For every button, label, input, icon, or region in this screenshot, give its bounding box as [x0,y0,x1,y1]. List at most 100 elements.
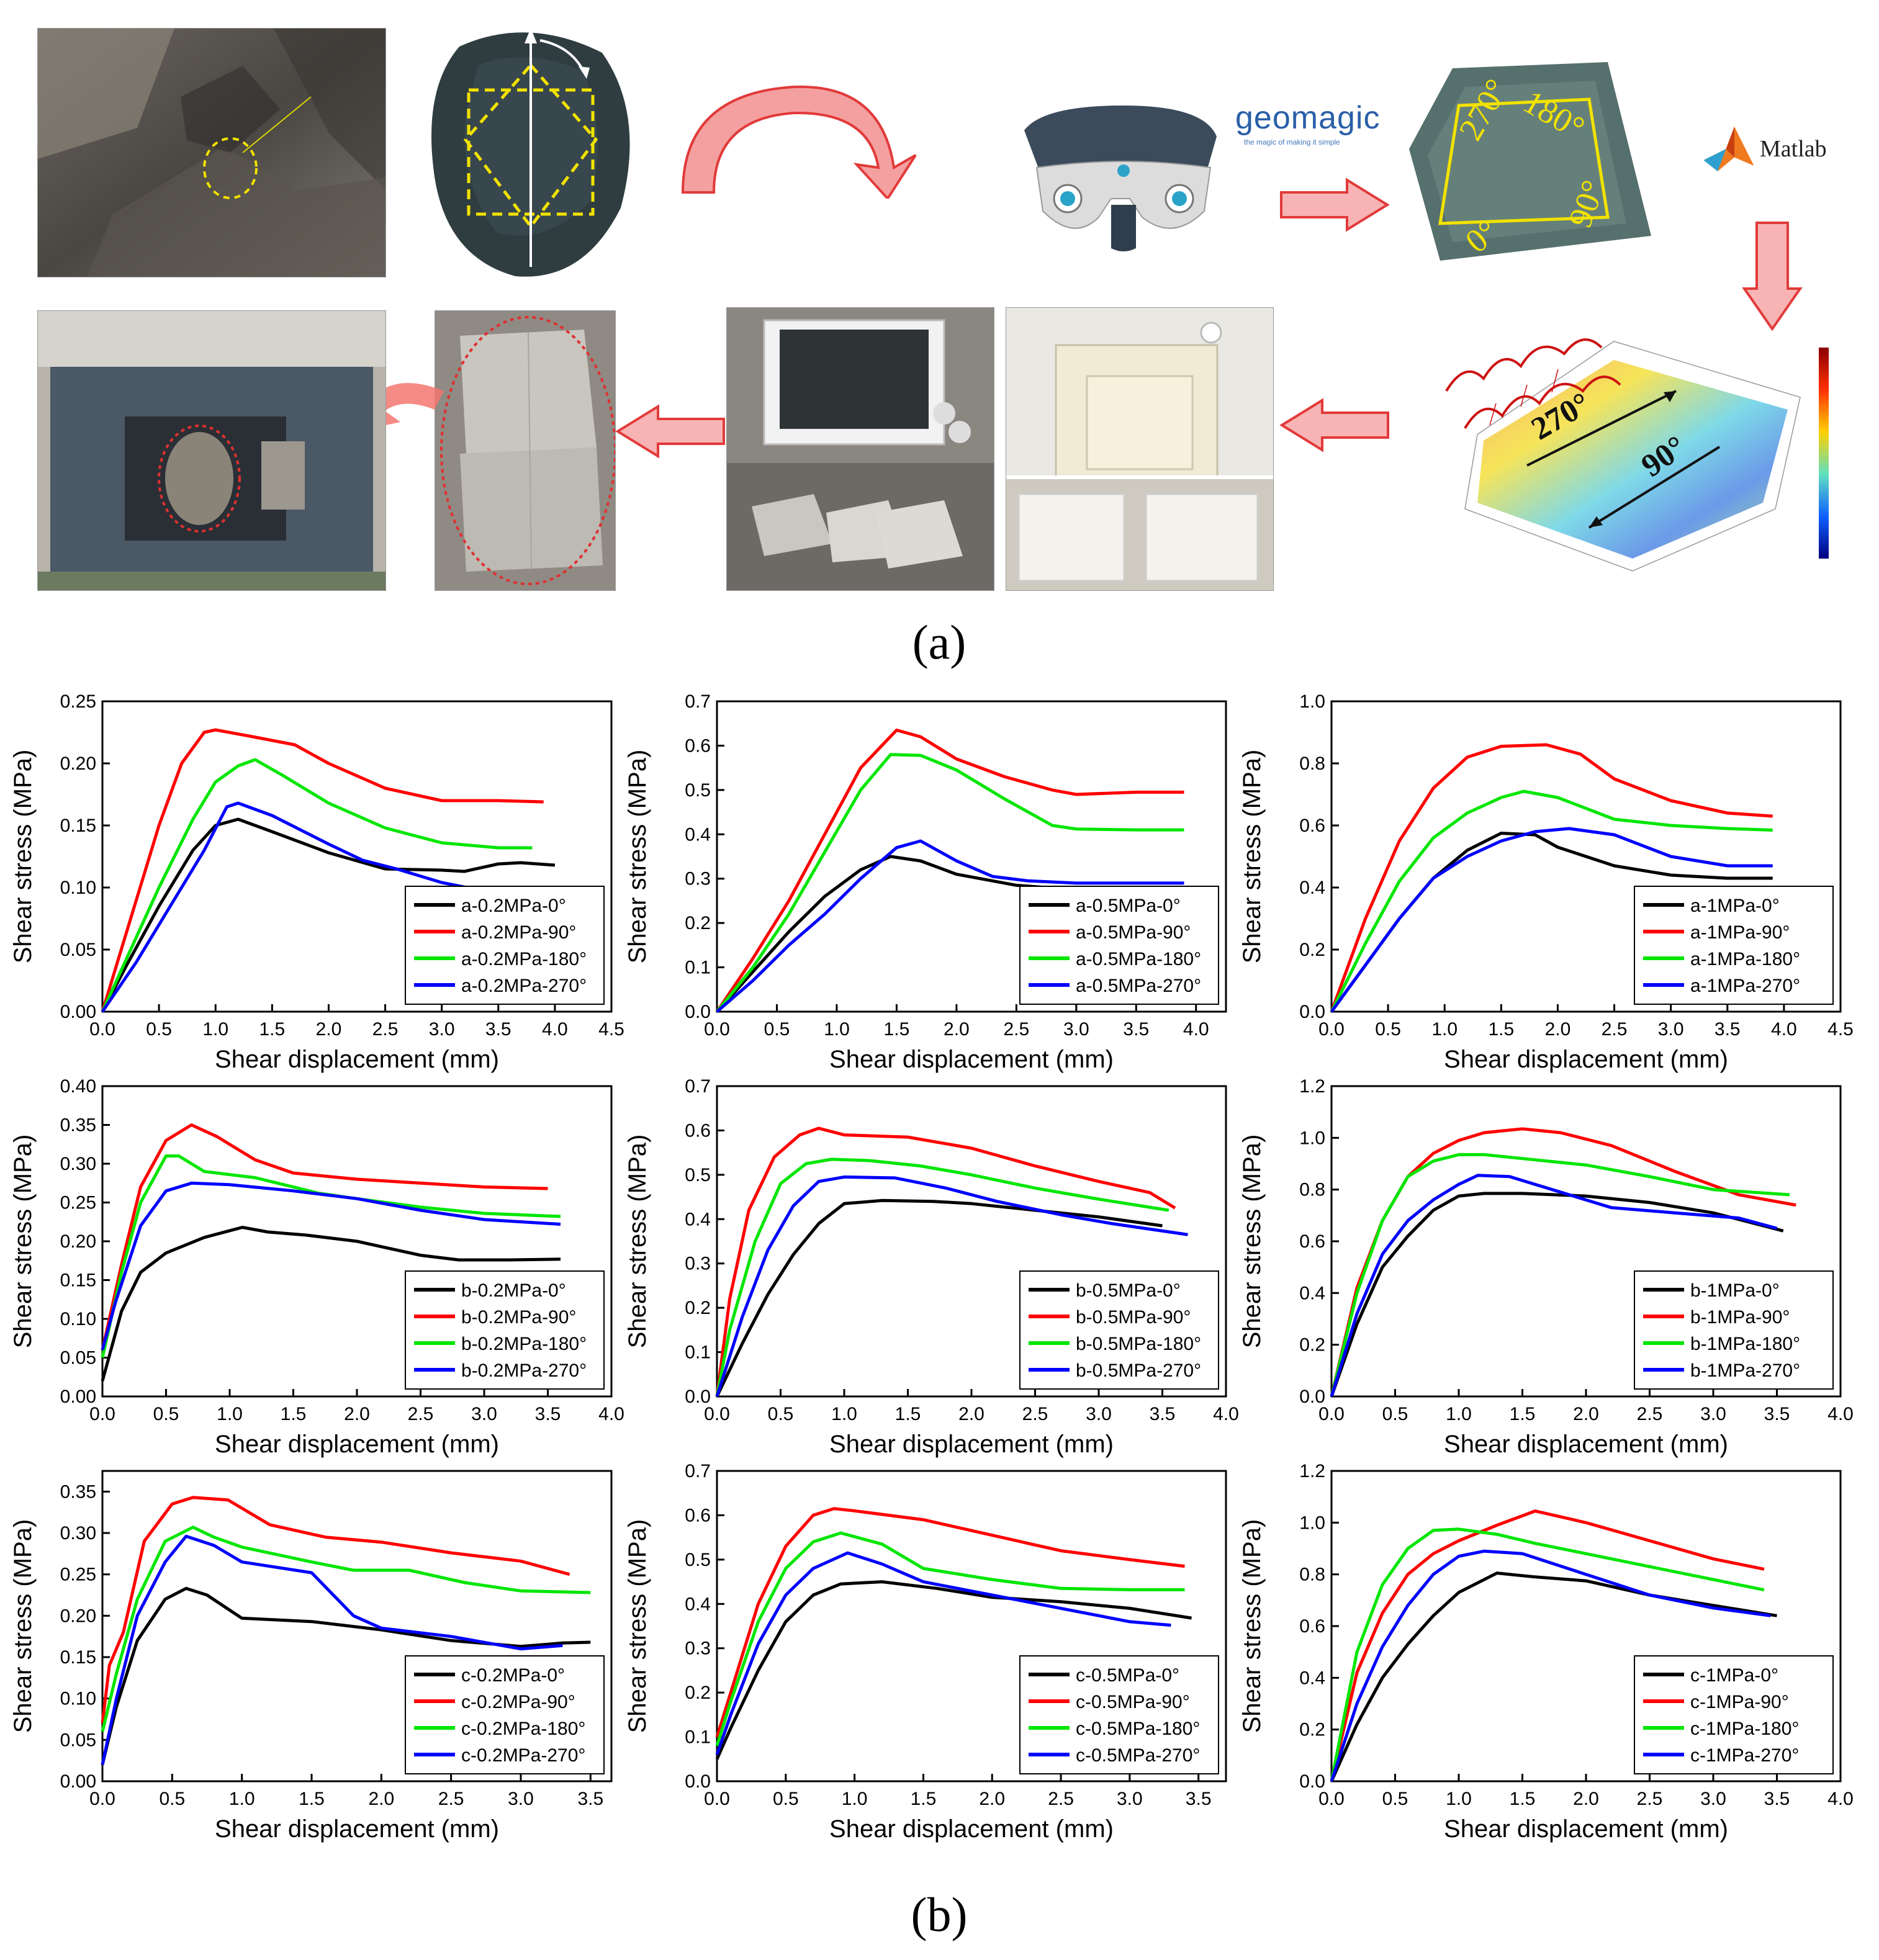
x-tick-label: 0.0 [704,1789,730,1809]
y-tick-label: 0.40 [60,1076,96,1097]
series-line-270deg [101,1181,561,1351]
x-tick-label: 0.5 [768,1404,794,1424]
y-axis-label: Shear stress (MPa) [624,750,651,964]
series-line-90deg [101,1123,548,1351]
x-tick-label: 1.5 [1510,1789,1536,1809]
x-tick-label: 3.5 [1186,1789,1212,1809]
y-tick-label: 0.0 [1299,1387,1325,1407]
y-tick-label: 0.4 [1299,1283,1325,1303]
series-line-0deg [715,1580,1192,1760]
legend-label: b-0.5MPa-90° [1076,1307,1191,1328]
x-tick-label: 3.5 [1715,1019,1741,1040]
x-tick-label: 2.0 [1573,1404,1599,1424]
y-axis-label: Shear stress (MPa) [9,750,37,964]
y-tick-label: 0.4 [685,1209,711,1229]
matlab-wordmark: Matlab [1760,136,1827,162]
y-tick-label: 0.05 [60,940,96,960]
x-tick-label: 3.5 [1764,1404,1790,1424]
specimen-photo [435,310,616,591]
x-tick-label: 3.0 [429,1019,455,1040]
y-tick-label: 0.4 [685,1594,711,1614]
y-tick-label: 1.2 [1299,1461,1325,1481]
series-line-270deg [101,801,555,1013]
chart-b-1: 0.0 0.5 1.0 1.5 2.0 2.5 3.0 3.5 4.0 0.0 0.2 0.4 0.6 0… [1238,1076,1854,1458]
y-axis-label: Shear stress (MPa) [1238,1519,1266,1733]
caption-b: (b) [911,1887,968,1941]
x-axis-label: Shear displacement (mm) [1444,1815,1728,1843]
y-tick-label: 0.1 [685,1727,711,1748]
caption-a: (a) [912,615,967,669]
charts-panel: 0.0 0.5 1.0 1.5 2.0 2.5 3.0 3.5 4.0 4.5 0.00 0.05 0.… [0,677,1879,1856]
x-tick-label: 2.0 [944,1019,970,1040]
x-tick-label: 1.5 [281,1404,307,1424]
legend-label: c-0.5MPa-0° [1076,1665,1179,1686]
right-arrow-icon [1280,178,1390,232]
legend: c-0.5MPa-0° c-0.5MPa-90° c-0.5MPa-180° c-0.… [1019,1655,1219,1774]
legend-label: a-1MPa-0° [1690,896,1780,916]
legend-label: a-0.2MPa-0° [461,896,566,916]
y-tick-label: 0.1 [685,1342,711,1363]
y-tick-label: 0.10 [60,1689,96,1709]
y-tick-label: 0.4 [685,824,711,845]
legend-label: a-0.5MPa-270° [1076,976,1201,996]
legend-label: a-1MPa-90° [1690,922,1790,943]
y-tick-label: 0.6 [685,1505,711,1526]
x-tick-label: 2.5 [408,1404,434,1424]
x-axis-label: Shear displacement (mm) [829,1431,1114,1458]
tunnel-photo [37,28,386,277]
x-tick-label: 3.5 [577,1789,603,1809]
legend-label: c-0.5MPa-180° [1076,1719,1200,1739]
y-tick-label: 0.05 [60,1348,96,1369]
series-line-180deg [716,753,1184,1013]
x-tick-label: 3.5 [1123,1019,1149,1040]
x-tick-label: 1.5 [895,1404,921,1424]
x-tick-label: 3.5 [535,1404,561,1424]
y-axis-label: Shear stress (MPa) [624,1135,651,1349]
x-tick-label: 0.0 [704,1404,730,1424]
y-tick-label: 0.2 [1299,1335,1325,1355]
x-axis-label: Shear displacement (mm) [215,1431,499,1458]
y-axis-label: Shear stress (MPa) [9,1135,37,1349]
x-tick-label: 2.0 [316,1019,342,1040]
chart-c-0.5: 0.0 0.5 1.0 1.5 2.0 2.5 3.0 3.5 0.0 0.1 0.2 0.3 0.4 0… [624,1461,1227,1843]
series-line-180deg [715,1531,1185,1746]
x-tick-label: 3.0 [1700,1404,1726,1424]
y-tick-label: 0.1 [685,958,711,978]
chart-b-0.5: 0.0 0.5 1.0 1.5 2.0 2.5 3.0 3.5 4.0 0.0 0.1 0.2 0.3 0… [624,1076,1239,1458]
x-tick-label: 2.5 [1637,1789,1663,1809]
x-tick-label: 2.0 [958,1404,985,1424]
series-line-0deg [101,1226,561,1382]
y-tick-label: 0.2 [685,1683,711,1703]
legend: c-1MPa-0° c-1MPa-90° c-1MPa-180° c-1MPa-270… [1634,1655,1834,1774]
x-tick-label: 1.0 [842,1789,868,1809]
scanner-device-icon [1018,93,1229,254]
legend-label: b-0.5MPa-270° [1076,1360,1201,1381]
legend-label: b-1MPa-270° [1690,1360,1800,1381]
series-line-90deg [101,728,544,1012]
x-tick-label: 2.5 [1602,1019,1628,1040]
x-tick-label: 2.5 [438,1789,464,1809]
series-line-90deg [101,1496,570,1724]
x-tick-label: 1.0 [1446,1404,1472,1424]
geomagic-logo: geomagic the magic of making it simple [1235,99,1384,155]
scanned-surface: 270° 180° 0° 90° [1403,50,1664,273]
left-arrow-icon [1279,398,1389,452]
y-tick-label: 0.2 [685,1298,711,1318]
y-tick-label: 0.0 [1299,1771,1325,1792]
legend: a-0.2MPa-0° a-0.2MPa-90° a-0.2MPa-180° a-0.… [405,886,605,1005]
y-tick-label: 0.0 [1299,1002,1325,1022]
test-machine-photo [37,310,386,591]
y-tick-label: 0.6 [685,1120,711,1141]
plot-frame [1330,700,1842,1013]
y-tick-label: 0.5 [685,1550,711,1570]
curved-arrow-icon [681,85,917,199]
plot-frame [716,700,1227,1013]
x-tick-label: 2.0 [344,1404,370,1424]
legend-label: a-0.2MPa-270° [461,976,587,996]
x-axis-label: Shear displacement (mm) [1444,1431,1728,1458]
y-tick-label: 0.7 [685,1461,711,1481]
y-tick-label: 1.0 [1299,1513,1325,1533]
x-tick-label: 1.0 [229,1789,255,1809]
series-line-180deg [1330,1153,1790,1397]
y-tick-label: 0.25 [60,1565,96,1585]
